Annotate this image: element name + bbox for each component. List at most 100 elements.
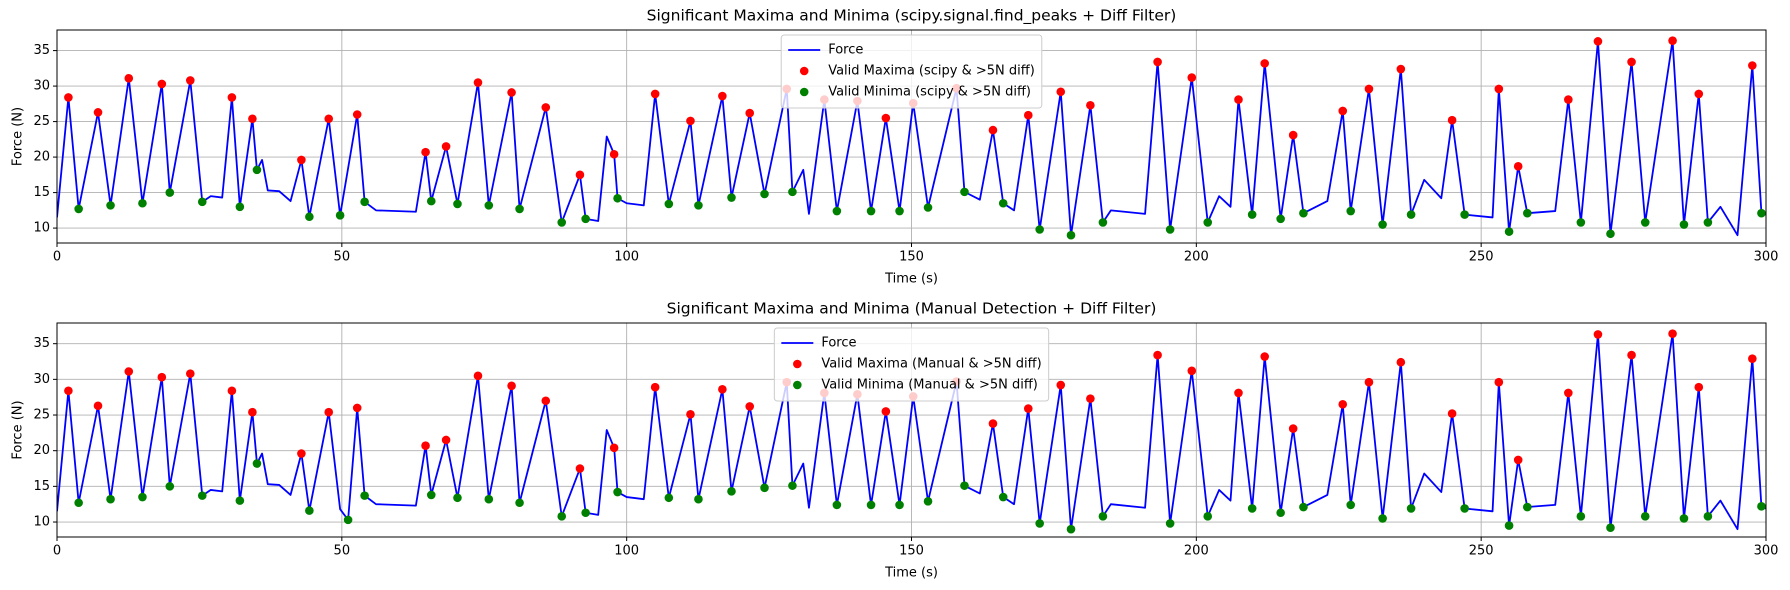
- extremum-point: [1593, 330, 1603, 339]
- extremum-point: [1523, 208, 1532, 218]
- extremum-point: [1606, 229, 1615, 239]
- extremum-point: [686, 116, 695, 126]
- y-tick-label: 25: [33, 114, 50, 129]
- extremum-point: [252, 459, 262, 468]
- x-axis-label: Time (s): [884, 566, 938, 581]
- x-tick-label: 0: [53, 250, 61, 265]
- extremum-point: [1247, 504, 1257, 513]
- extremum-point: [1396, 357, 1406, 367]
- extremum-point: [1098, 512, 1108, 521]
- subplot-title: Significant Maxima and Minima (scipy.sig…: [647, 7, 1177, 26]
- subplot: Significant Maxima and Minima (Manual De…: [11, 300, 1779, 581]
- extremum-point: [305, 506, 314, 515]
- extremum-point: [1494, 377, 1504, 387]
- extremum-point: [515, 498, 524, 508]
- extremum-point: [1023, 110, 1033, 120]
- extremum-point: [1504, 521, 1514, 530]
- extremum-point: [575, 170, 585, 180]
- extremum-point: [1494, 84, 1504, 94]
- extremum-point: [1564, 95, 1573, 104]
- extremum-point: [1640, 218, 1650, 227]
- extremum-point: [421, 147, 430, 157]
- extremum-point: [1203, 218, 1213, 227]
- extremum-point: [1260, 352, 1269, 361]
- extremum-point: [718, 91, 727, 101]
- axes-frame: [56, 322, 1767, 538]
- legend-box: [773, 327, 1050, 402]
- extremum-point: [1364, 84, 1374, 94]
- extremum-point: [1288, 130, 1298, 140]
- extremum-point: [197, 197, 207, 207]
- extremum-point: [1098, 218, 1108, 227]
- extremum-point: [694, 201, 703, 210]
- extremum-point: [484, 494, 494, 504]
- extremum-point: [197, 491, 207, 500]
- legend-label: Force: [821, 336, 856, 351]
- extremum-point: [248, 114, 257, 124]
- extremum-point: [788, 481, 797, 490]
- extremum-point: [832, 500, 842, 510]
- y-tick-label: 35: [33, 336, 50, 351]
- extremum-point: [866, 206, 876, 216]
- extremum-point: [1593, 37, 1603, 46]
- extremum-point: [235, 202, 245, 212]
- extremum-point: [421, 441, 430, 450]
- extremum-point: [335, 211, 345, 220]
- extremum-point: [557, 512, 567, 521]
- legend-label: Valid Maxima (scipy & >5N diff): [828, 64, 1035, 79]
- extremum-point: [1460, 504, 1469, 513]
- extremum-point: [343, 515, 353, 525]
- extremum-point: [1066, 524, 1076, 534]
- extremum-point: [650, 382, 660, 392]
- extremum-point: [1276, 508, 1285, 518]
- y-tick-label: 15: [33, 479, 50, 494]
- subplot-title: Significant Maxima and Minima (Manual De…: [667, 300, 1157, 318]
- extremum-point: [297, 155, 306, 165]
- legend: Force Valid Maxima (Manual & >5N diff) Val…: [773, 327, 1050, 402]
- y-tick-label: 25: [33, 408, 50, 423]
- extremum-point: [1056, 380, 1066, 390]
- extremum-point: [352, 110, 362, 119]
- extremum-point: [1086, 394, 1095, 403]
- extremum-point: [581, 214, 590, 224]
- extremum-point: [1406, 504, 1416, 513]
- legend-label: Valid Minima (Manual & >5N diff): [821, 378, 1038, 393]
- extremum-point: [988, 125, 998, 135]
- y-axis-label: Force (N): [11, 107, 26, 166]
- x-tick-label: 0: [53, 544, 61, 559]
- x-tick-label: 50: [334, 544, 351, 559]
- y-tick-label: 30: [33, 79, 50, 94]
- extremum-point: [960, 187, 969, 197]
- extremum-point: [1276, 214, 1285, 224]
- extremum-point: [1338, 106, 1348, 116]
- extremum-point: [441, 435, 451, 445]
- extremum-point: [664, 199, 674, 209]
- extremum-point: [1234, 95, 1243, 104]
- extremum-point: [1153, 57, 1162, 67]
- extremum-point: [484, 201, 494, 210]
- axes-frame: [56, 29, 1767, 244]
- extremum-point: [1187, 73, 1197, 82]
- extremum-point: [64, 93, 73, 102]
- extremum-point: [650, 89, 660, 99]
- extremum-point: [507, 88, 516, 97]
- extremum-point: [1260, 59, 1269, 68]
- extremum-point: [1703, 512, 1713, 521]
- extremum-point: [1035, 519, 1044, 528]
- extremum-point: [866, 500, 876, 510]
- extremum-point: [1288, 424, 1298, 433]
- extremum-point: [541, 103, 551, 112]
- x-tick-label: 300: [1754, 544, 1779, 559]
- extremum-point: [1299, 208, 1308, 218]
- extremum-point: [138, 492, 147, 502]
- extremum-point: [1576, 218, 1586, 227]
- extremum-point: [106, 494, 115, 504]
- extremum-point: [441, 142, 451, 151]
- extremum-point: [186, 76, 195, 85]
- extremum-point: [613, 487, 622, 497]
- extremum-point: [1523, 502, 1532, 512]
- extremum-point: [1165, 519, 1175, 528]
- extremum-point: [360, 197, 369, 207]
- extremum-point: [960, 481, 969, 490]
